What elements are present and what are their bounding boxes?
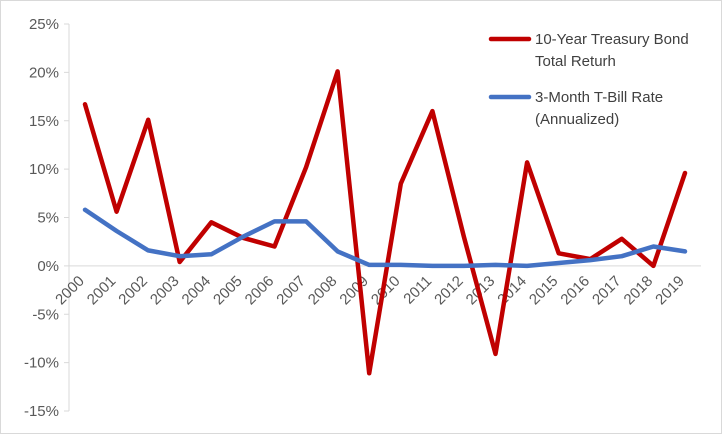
y-tick-label: 25% <box>29 16 59 33</box>
x-tick-label: 2019 <box>652 273 688 309</box>
legend-label: 10-Year Treasury Bond <box>535 31 689 48</box>
x-tick-label: 2016 <box>557 273 593 309</box>
legend-label: (Annualized) <box>535 111 619 128</box>
y-tick-label: 10% <box>29 161 59 178</box>
x-tick-label: 2009 <box>336 273 372 309</box>
x-tick-label: 2000 <box>52 273 88 309</box>
legend-label: Total Returh <box>535 53 616 70</box>
x-tick-label: 2007 <box>273 273 309 309</box>
y-tick-label: 0% <box>37 258 59 275</box>
x-tick-label: 2018 <box>621 273 657 309</box>
legend-label: 3-Month T-Bill Rate <box>535 89 663 106</box>
x-tick-label: 2001 <box>84 273 120 309</box>
x-tick-label: 2005 <box>210 273 246 309</box>
x-tick-label: 2004 <box>179 273 215 309</box>
x-tick-label: 2012 <box>431 273 467 309</box>
x-tick-label: 2015 <box>526 273 562 309</box>
x-tick-label: 2011 <box>400 273 435 308</box>
x-tick-label: 2002 <box>115 273 151 309</box>
y-tick-label: 20% <box>29 64 59 81</box>
y-tick-label: -10% <box>24 355 59 372</box>
y-tick-label: -5% <box>32 306 59 323</box>
x-tick-label: 2014 <box>494 273 530 309</box>
x-tick-label: 2017 <box>589 273 625 309</box>
y-tick-label: 15% <box>29 113 59 130</box>
x-tick-label: 2003 <box>147 273 183 309</box>
y-tick-label: -15% <box>24 403 59 420</box>
x-tick-label: 2006 <box>242 273 278 309</box>
y-tick-label: 5% <box>37 210 59 227</box>
x-tick-label: 2008 <box>305 273 341 309</box>
